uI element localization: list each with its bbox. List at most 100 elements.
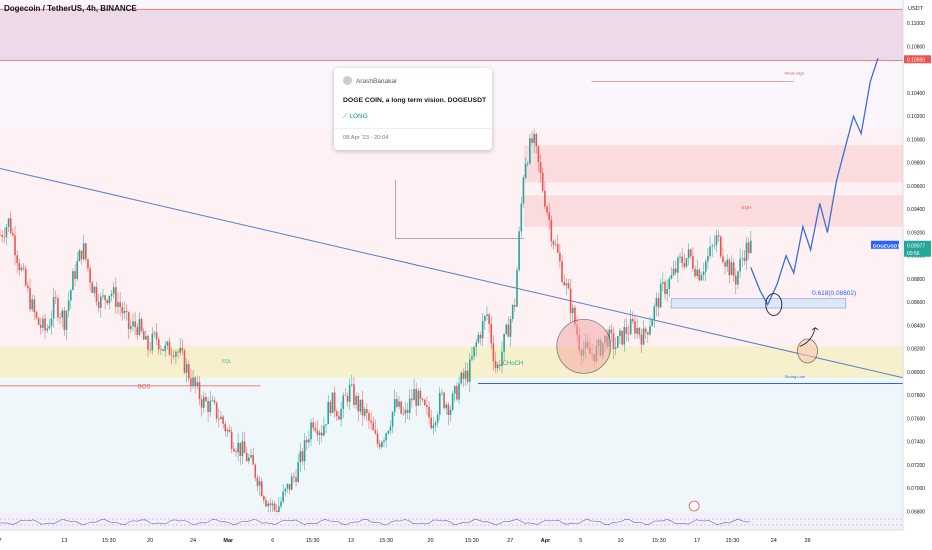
candle [200, 395, 203, 417]
candle [85, 242, 87, 263]
candle [162, 348, 164, 352]
candle-body [499, 364, 501, 367]
candle [559, 244, 561, 268]
candle [196, 375, 199, 390]
candle-body [722, 256, 724, 263]
candle [74, 263, 76, 287]
candle [280, 497, 282, 509]
candle-body [634, 321, 636, 334]
candle-body [565, 283, 568, 286]
candle-body [376, 433, 379, 444]
candle [709, 236, 711, 259]
candle-body [672, 268, 675, 275]
candle [153, 330, 156, 338]
candle [198, 376, 201, 406]
candle-body [250, 454, 252, 458]
candle-body [677, 257, 679, 273]
candle-body [260, 481, 263, 496]
candle [694, 265, 696, 278]
candle-body [278, 506, 280, 515]
candle [552, 239, 555, 250]
candle-body [106, 300, 109, 304]
candle-body [668, 278, 671, 289]
candle [717, 230, 720, 242]
candle-body [14, 235, 16, 256]
author-name[interactable]: ArashBanakar [356, 78, 398, 85]
candle [501, 341, 503, 374]
candle-body [24, 268, 27, 286]
candle [310, 418, 312, 446]
candle-body [368, 412, 370, 421]
candle [65, 309, 68, 341]
candle-body [97, 301, 100, 308]
candle [119, 292, 121, 317]
price-tick: 0.09600 [907, 184, 925, 190]
candle [408, 389, 411, 421]
candle-body [717, 235, 720, 237]
candle [458, 376, 460, 405]
candle-body [659, 283, 662, 308]
candle-body [74, 271, 76, 279]
candle [516, 266, 518, 308]
candle [248, 453, 250, 465]
idea-card[interactable]: ArashBanakar DOGE COIN, a long term visi… [334, 68, 492, 150]
candle [419, 387, 422, 406]
candle-body [503, 333, 505, 352]
candle-body [471, 356, 473, 360]
candle-body [29, 288, 31, 310]
candle-body [539, 162, 542, 173]
candle-body [396, 399, 398, 407]
candle-body [610, 329, 613, 334]
candle [494, 352, 497, 373]
idea-headline[interactable]: DOGE COIN, a long term vision. DOGEUSDT [343, 97, 487, 104]
candle-body [464, 370, 467, 379]
candle-body [353, 384, 355, 405]
label-eqh: EQH [742, 205, 752, 210]
candle-body [507, 324, 510, 337]
candle-body [438, 392, 441, 415]
candle [623, 319, 626, 352]
candle-body [179, 348, 181, 353]
candle-body [468, 359, 471, 382]
candle [417, 388, 420, 407]
zone-fib-box-4 [670, 298, 847, 309]
candle [112, 281, 115, 299]
candle-body [361, 399, 364, 416]
candle [320, 425, 323, 443]
candle-body [166, 341, 169, 346]
candle [696, 259, 698, 280]
candle [323, 416, 325, 437]
candle [376, 429, 379, 448]
candle-body [151, 333, 154, 351]
candle [260, 477, 263, 497]
candle [443, 391, 445, 411]
candle [683, 253, 686, 270]
candle-body [426, 405, 428, 407]
candle [520, 196, 523, 238]
candle [295, 468, 297, 487]
candle-body [286, 483, 289, 489]
candle [518, 226, 520, 273]
alert-icon [688, 500, 700, 512]
candle [687, 243, 690, 266]
candle-body [335, 411, 338, 417]
candle-body [271, 503, 274, 506]
candle-body [715, 235, 718, 245]
candle [636, 318, 638, 339]
candle [335, 408, 338, 422]
candle-body [168, 341, 171, 355]
candle [378, 439, 381, 450]
candle [679, 252, 681, 264]
candle-body [484, 316, 486, 322]
candle [642, 320, 645, 346]
candle [136, 323, 139, 340]
candle [355, 392, 357, 409]
candle [728, 257, 731, 284]
candle [619, 328, 621, 344]
candle [548, 202, 550, 230]
candle-body [293, 476, 295, 478]
candle-body [82, 243, 85, 260]
candle-body [290, 476, 293, 490]
candle-body [157, 339, 160, 350]
candle [170, 347, 173, 365]
